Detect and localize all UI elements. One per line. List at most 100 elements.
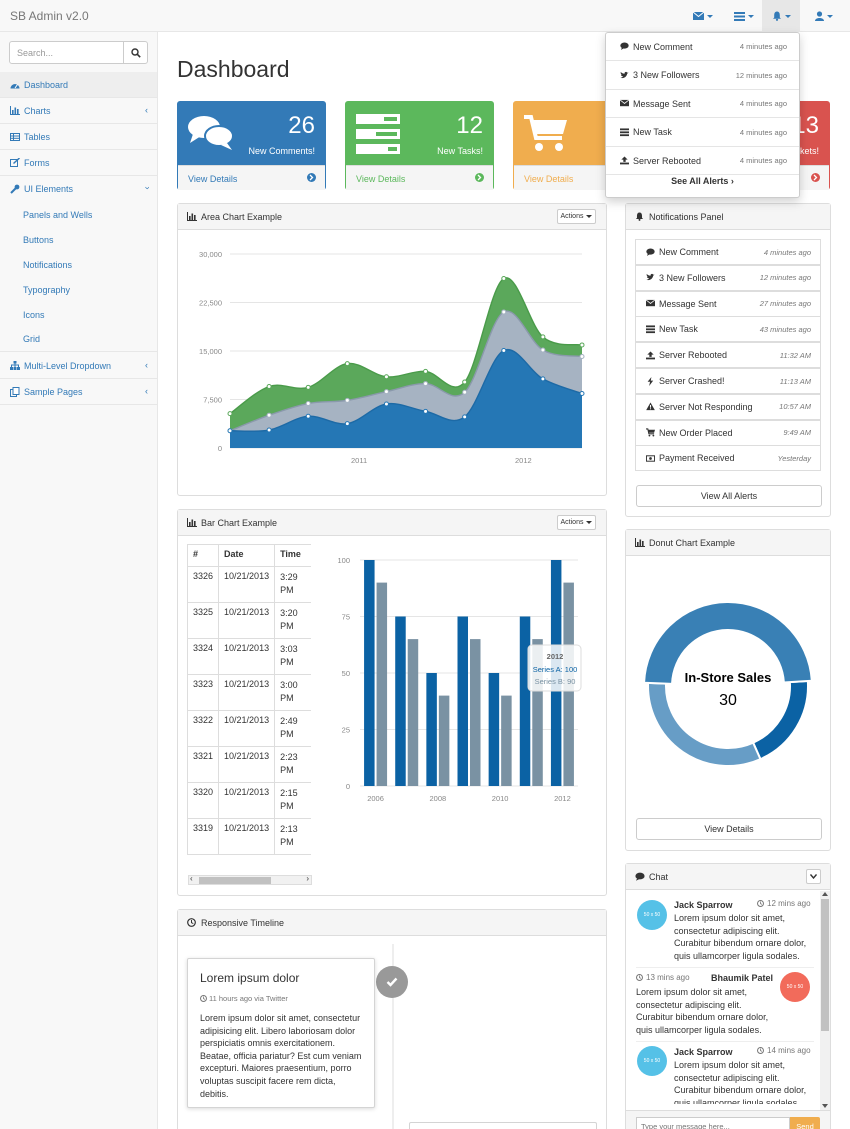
search-icon <box>131 48 141 58</box>
notification-item[interactable]: Server Crashed! 11:13 AM <box>635 368 821 394</box>
actions-dropdown-button[interactable]: Actions <box>557 209 596 224</box>
stat-number: 26 <box>288 112 315 139</box>
notification-time: 10:57 AM <box>779 402 811 412</box>
chat-timestamp: 13 mins ago <box>636 973 690 982</box>
bar-2008-0 <box>426 673 437 786</box>
search-button[interactable] <box>123 41 148 64</box>
alerts-dropdown-toggle[interactable] <box>762 0 800 32</box>
alert-icon-wrap <box>620 71 630 80</box>
envelope-icon <box>693 12 704 20</box>
panel-title: Area Chart Example <box>201 211 283 222</box>
bolt-icon <box>647 376 654 386</box>
notification-label: Payment Received <box>659 453 735 464</box>
alert-menu-item[interactable]: Server Rebooted 4 minutes ago <box>606 147 799 175</box>
alert-label: New Task <box>633 127 672 137</box>
area-point <box>227 411 233 417</box>
alert-menu-item[interactable]: New Comment 4 minutes ago <box>606 33 799 61</box>
files-icon <box>10 386 20 397</box>
notification-item[interactable]: Payment Received Yesterday <box>635 445 821 472</box>
chat-options-button[interactable] <box>806 869 821 884</box>
notification-item[interactable]: Message Sent 27 minutes ago <box>635 290 821 317</box>
stat-label: New Comments! <box>248 146 315 156</box>
chat-messages: 50 x 50 Jack Sparrow 12 mins ago Lorem i… <box>626 890 830 1104</box>
table-cell: 3319 <box>186 818 220 855</box>
chat-divider <box>636 1041 814 1042</box>
area-point <box>423 408 429 414</box>
y-tick-label: 75 <box>342 613 350 622</box>
table-cell: 2:49 PM <box>274 710 311 747</box>
donut-chart-panel: Donut Chart Example In-Store Sales 30 Vie… <box>625 529 831 851</box>
view-details-link[interactable]: View Details <box>178 165 325 190</box>
sidebar-item-forms[interactable]: Forms <box>0 150 157 176</box>
table-horizontal-scrollbar[interactable]: ‹ › <box>188 874 312 885</box>
notification-item[interactable]: Server Not Responding 10:57 AM <box>635 393 821 420</box>
scroll-down-arrow[interactable] <box>822 1104 828 1108</box>
area-point <box>305 401 311 407</box>
donut-view-details-button[interactable]: View Details <box>636 818 822 840</box>
notification-item[interactable]: New Comment 4 minutes ago <box>635 239 821 265</box>
sidebar-subitem-grid[interactable]: Grid <box>0 327 157 352</box>
scrollbar-thumb[interactable] <box>199 877 271 884</box>
timeline-meta: 11 hours ago via Twitter <box>200 994 362 1003</box>
y-tick-label: 50 <box>342 669 350 678</box>
see-all-alerts-link[interactable]: See All Alerts › <box>671 176 734 186</box>
alert-label: 3 New Followers <box>633 70 700 80</box>
sidebar-subitem-buttons[interactable]: Buttons <box>23 234 54 245</box>
x-tick-label: 2006 <box>367 794 384 803</box>
sidebar-subitem-panels[interactable]: Panels and Wells <box>23 209 93 220</box>
scroll-left-arrow[interactable]: ‹ <box>190 874 193 883</box>
scroll-up-arrow[interactable] <box>822 892 828 896</box>
scrollbar-thumb[interactable] <box>821 899 829 1031</box>
area-point <box>501 275 507 281</box>
notification-item[interactable]: New Order Placed 9:49 AM <box>635 419 821 446</box>
bar-2006-0 <box>364 560 375 786</box>
notification-item[interactable]: New Task 43 minutes ago <box>635 316 821 343</box>
dashboard-icon <box>10 81 20 89</box>
sidebar-item-charts[interactable]: Charts ‹ <box>0 98 157 124</box>
comment-icon <box>646 248 655 256</box>
panel-title: Responsive Timeline <box>201 917 285 928</box>
tasks-dropdown-toggle[interactable] <box>726 0 762 32</box>
view-details-link[interactable]: View Details <box>346 165 493 190</box>
donut-chart: In-Store Sales 30 <box>643 601 813 767</box>
area-chart-panel: Area Chart Example Actions 0 7,500 15,000 2… <box>177 203 607 496</box>
scroll-right-arrow[interactable]: › <box>306 874 309 883</box>
actions-dropdown-button[interactable]: Actions <box>557 515 596 530</box>
alert-menu-item[interactable]: New Task 4 minutes ago <box>606 119 799 147</box>
search-input[interactable] <box>9 41 124 64</box>
notification-icon-wrap <box>646 351 656 360</box>
sidebar-item-sample-pages[interactable]: Sample Pages ‹ <box>0 379 157 405</box>
chat-scrollbar[interactable] <box>820 891 830 1110</box>
sidebar-item-label: Tables <box>24 131 51 142</box>
sidebar-item-multi-level[interactable]: Multi-Level Dropdown ‹ <box>0 353 157 379</box>
messages-dropdown-toggle[interactable] <box>685 0 721 32</box>
notification-item[interactable]: 3 New Followers 12 minutes ago <box>635 264 821 291</box>
clock-icon <box>636 974 643 981</box>
notification-label: Server Not Responding <box>659 401 753 412</box>
sidebar-item-tables[interactable]: Tables <box>0 124 157 150</box>
table-cell: 3:00 PM <box>274 674 311 711</box>
upload-icon <box>620 156 629 165</box>
user-dropdown-toggle[interactable] <box>806 0 842 32</box>
table-row: 3324 10/21/2013 3:03 PM <box>186 638 311 675</box>
sidebar-subitem-notifications[interactable]: Notifications <box>23 259 73 270</box>
sidebar-item-ui-elements[interactable]: UI Elements ‹ <box>0 176 157 202</box>
sidebar-subitem-icons[interactable]: Icons <box>23 309 45 320</box>
panel-heading: Notifications Panel <box>626 204 830 230</box>
panel-title: Donut Chart Example <box>649 537 736 548</box>
alert-menu-item[interactable]: 3 New Followers 12 minutes ago <box>606 62 799 90</box>
actions-label: Actions <box>560 519 584 526</box>
notification-time: 43 minutes ago <box>759 324 811 334</box>
alert-menu-item[interactable]: Message Sent 4 minutes ago <box>606 90 799 118</box>
view-all-alerts-button[interactable]: View All Alerts <box>636 485 822 507</box>
chat-message-input[interactable] <box>636 1117 790 1129</box>
notification-item[interactable]: Server Rebooted 11:32 AM <box>635 342 821 369</box>
chat-timestamp: 14 mins ago <box>757 1046 811 1055</box>
sidebar-item-dashboard[interactable]: Dashboard <box>0 72 157 98</box>
y-tick-label: 0 <box>346 782 350 791</box>
sidebar-item-label: Multi-Level Dropdown <box>24 360 112 371</box>
sidebar-subitem-typography[interactable]: Typography <box>23 284 71 295</box>
brand-title[interactable]: SB Admin v2.0 <box>10 9 89 23</box>
table-cell: 3321 <box>186 746 220 783</box>
send-button[interactable]: Send <box>790 1117 820 1129</box>
